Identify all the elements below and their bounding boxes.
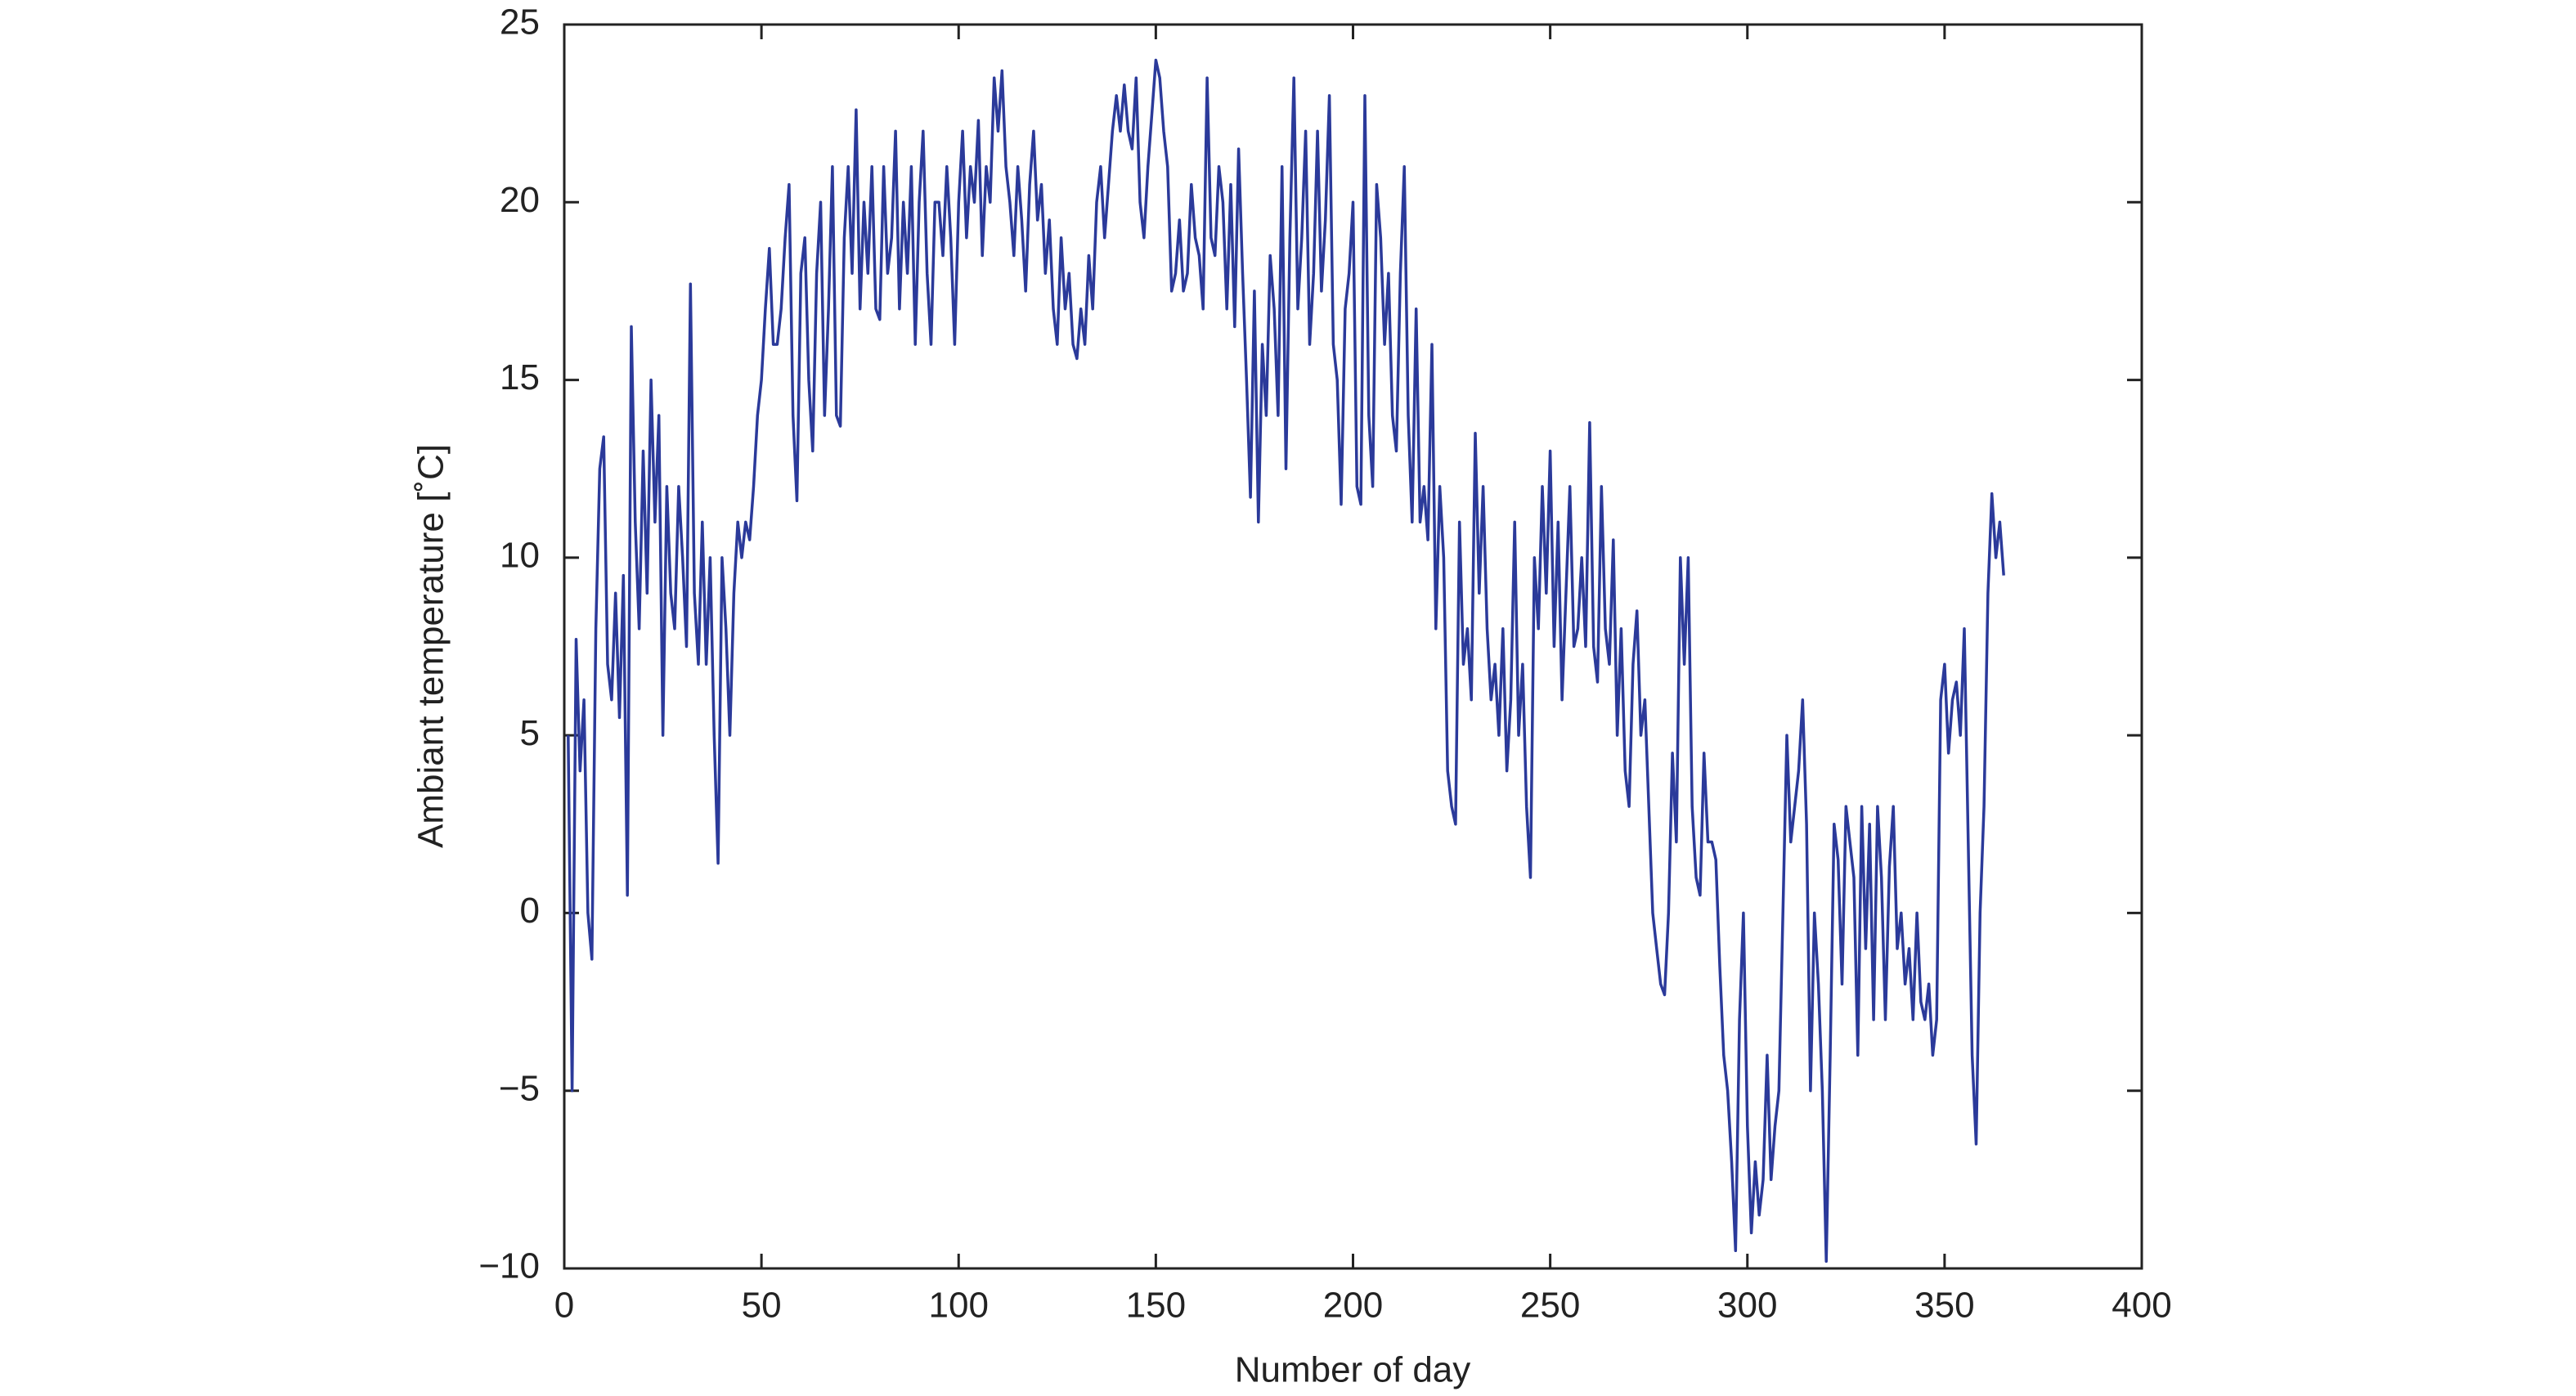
temperature-line xyxy=(567,58,2005,1264)
x-tick-label: 400 xyxy=(2112,1286,2171,1326)
y-tick-label: 5 xyxy=(520,713,540,753)
x-tick-label: 350 xyxy=(1914,1286,1974,1326)
y-tick-label: 20 xyxy=(500,180,540,220)
x-tick-label: 100 xyxy=(929,1286,989,1326)
y-tick-label: −10 xyxy=(478,1246,540,1286)
y-tick-label: −5 xyxy=(499,1068,540,1108)
y-tick-label: 10 xyxy=(500,535,540,575)
x-tick-label: 150 xyxy=(1126,1286,1186,1326)
x-tick-label: 300 xyxy=(1717,1286,1777,1326)
x-tick-label: 0 xyxy=(554,1286,574,1326)
x-tick-label: 200 xyxy=(1323,1286,1383,1326)
x-tick-label: 250 xyxy=(1520,1286,1580,1326)
y-tick-label: 15 xyxy=(500,357,540,397)
y-tick-label: 25 xyxy=(500,2,540,43)
y-tick-label: 0 xyxy=(520,891,540,931)
y-axis-label: Ambiant temperature [˚C] xyxy=(411,444,451,848)
x-tick-label: 50 xyxy=(742,1286,782,1326)
x-axis-label: Number of day xyxy=(1235,1350,1471,1390)
